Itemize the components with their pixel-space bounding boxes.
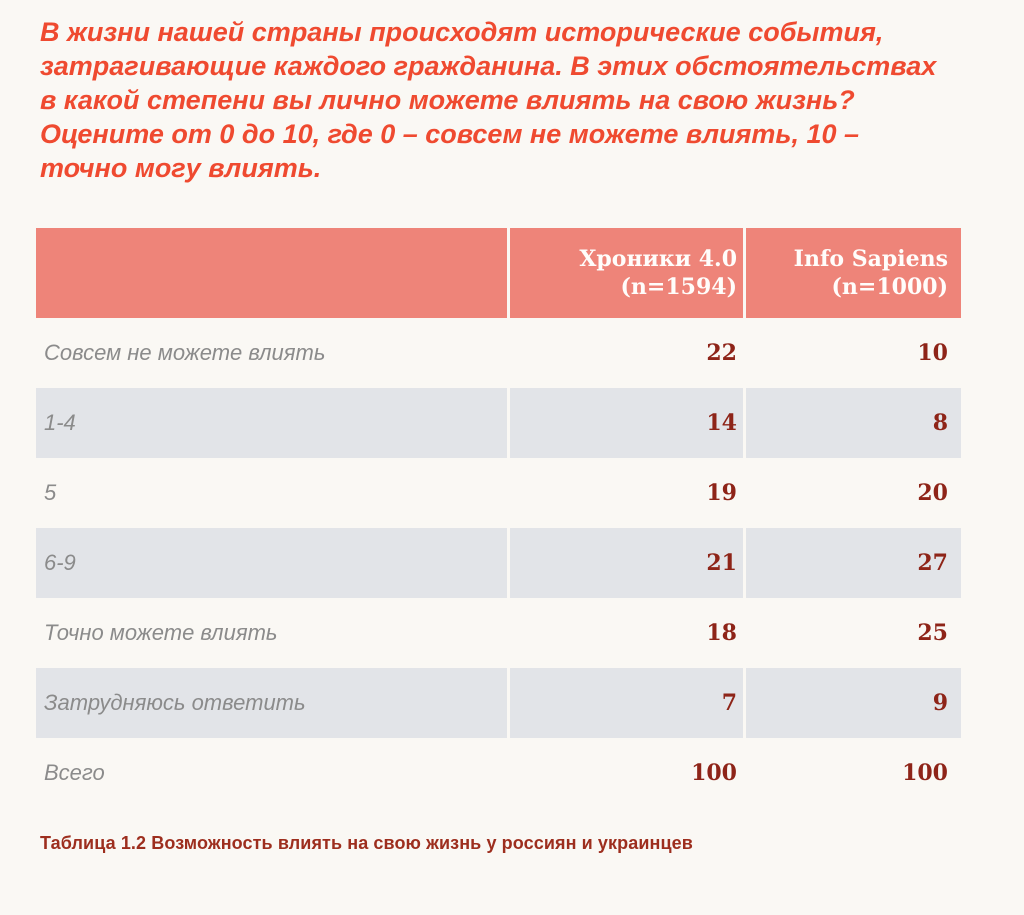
column-title: Info Sapiens — [793, 246, 948, 272]
value-chronicles: 100 — [691, 760, 737, 786]
value-infosapiens: 10 — [917, 340, 948, 366]
row-label: Всего — [44, 760, 105, 785]
value-infosapiens: 9 — [932, 690, 948, 716]
results-table: Хроники 4.0 (n=1594) Info Sapiens (n=100… — [36, 228, 961, 808]
question-line: Оцените от 0 до 10, где 0 – совсем не мо… — [40, 119, 860, 149]
value-chronicles: 18 — [706, 620, 737, 646]
row-label: Точно можете влиять — [44, 620, 278, 645]
table-row: Точно можете влиять 18 25 — [36, 598, 961, 668]
value-chronicles: 22 — [706, 340, 737, 366]
value-infosapiens: 100 — [902, 760, 948, 786]
question-line: затрагивающие каждого гражданина. В этих… — [40, 51, 937, 81]
value-chronicles: 21 — [706, 550, 737, 576]
question-line: в какой степени вы лично можете влиять н… — [40, 85, 855, 115]
row-label: 1-4 — [44, 410, 76, 435]
row-label: 6-9 — [44, 550, 76, 575]
table-row: 6-9 21 27 — [36, 528, 961, 598]
column-header-chronicles: Хроники 4.0 (n=1594) — [510, 228, 743, 318]
value-infosapiens: 8 — [932, 410, 948, 436]
survey-question-title: В жизни нашей страны происходят историче… — [40, 15, 940, 185]
column-title: Хроники 4.0 — [579, 246, 737, 272]
value-chronicles: 19 — [706, 480, 737, 506]
question-line: В жизни нашей страны происходят историче… — [40, 17, 884, 47]
table-row: Затрудняюсь ответить 7 9 — [36, 668, 961, 738]
table-caption: Таблица 1.2 Возможность влиять на свою ж… — [40, 833, 693, 853]
value-infosapiens: 25 — [917, 620, 948, 646]
table-row: 5 19 20 — [36, 458, 961, 528]
table-row: 1-4 14 8 — [36, 388, 961, 458]
row-label: Затрудняюсь ответить — [44, 690, 306, 715]
value-infosapiens: 27 — [917, 550, 948, 576]
value-infosapiens: 20 — [917, 480, 948, 506]
row-label: Совсем не можете влиять — [44, 340, 326, 365]
header-empty-cell — [36, 228, 507, 318]
column-sample-size: (n=1000) — [831, 274, 948, 300]
column-header-infosapiens: Info Sapiens (n=1000) — [746, 228, 961, 318]
question-line: точно могу влиять. — [40, 153, 322, 183]
table-header-row: Хроники 4.0 (n=1594) Info Sapiens (n=100… — [36, 228, 961, 318]
row-label: 5 — [44, 480, 57, 505]
table-row-total: Всего 100 100 — [36, 738, 961, 808]
column-sample-size: (n=1594) — [620, 274, 737, 300]
report-page: В жизни нашей страны происходят историче… — [36, 15, 961, 853]
table-row: Совсем не можете влиять 22 10 — [36, 318, 961, 388]
value-chronicles: 7 — [721, 690, 737, 716]
value-chronicles: 14 — [706, 410, 737, 436]
